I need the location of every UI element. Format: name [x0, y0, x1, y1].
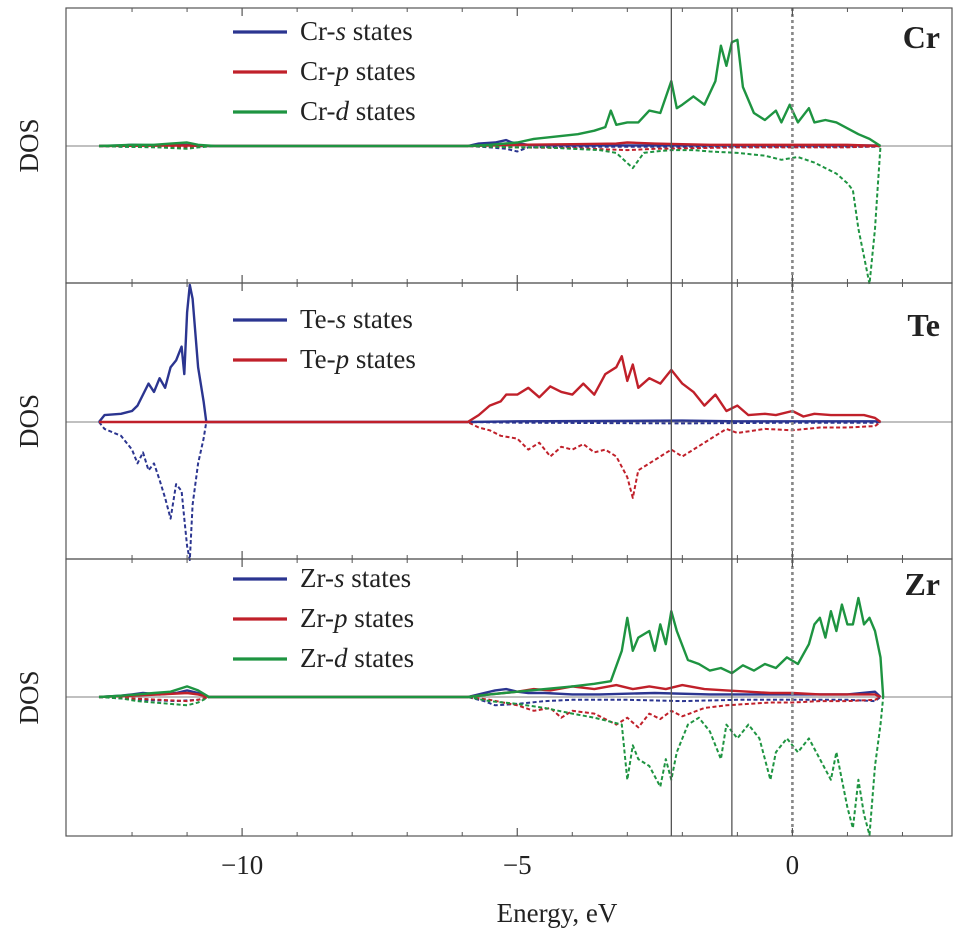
legends: Cr-s states Cr-p states Cr-d states Te-s st…: [233, 16, 416, 673]
legend-te: Te-s states Te-p states: [233, 304, 416, 374]
series-zr-d-spin-up-line: [98, 596, 885, 699]
element-label-te: Te: [907, 307, 940, 343]
element-label-zr: Zr: [904, 566, 940, 602]
legend-entry-cr-p: Cr-p states: [300, 56, 416, 86]
series-zr-p-spin-down-line: [98, 696, 881, 729]
panel-frame-zr: [65, 558, 953, 837]
series-zr-p-spin-up-line: [98, 683, 882, 699]
panels-layer: DOS Cr DOS Te DOS Zr: [14, 19, 952, 836]
x-tick-label: 0: [786, 850, 800, 880]
x-axis-label: Energy, eV: [497, 898, 618, 928]
x-axis: −10 −5 0: [131, 8, 903, 880]
series-te-p-spin-up-line: [99, 355, 882, 424]
y-axis-label-cr: DOS: [14, 118, 44, 172]
panel-cr: DOS Cr: [14, 19, 952, 285]
series-zr-d-spin-down-line: [98, 696, 885, 836]
x-tick-label: −5: [503, 850, 532, 880]
series-cr-d-spin-up-line: [98, 38, 882, 148]
legend-entry-te-s: Te-s states: [300, 304, 413, 334]
x-tick-label: −10: [221, 850, 263, 880]
reference-lines: [670, 8, 794, 836]
series-te-p-spin-down-line: [99, 421, 882, 499]
legend-entry-cr-d: Cr-d states: [300, 96, 416, 126]
legend-entry-zr-s: Zr-s states: [300, 563, 411, 593]
panel-zr: DOS Zr: [14, 566, 952, 836]
series-te-s-spin-down-line: [98, 421, 881, 561]
legend-zr: Zr-s states Zr-p states Zr-d states: [233, 563, 414, 673]
y-axis-label-zr: DOS: [14, 670, 44, 724]
legend-entry-te-p: Te-p states: [300, 344, 416, 374]
legend-entry-zr-p: Zr-p states: [300, 603, 414, 633]
legend-cr: Cr-s states Cr-p states Cr-d states: [233, 16, 416, 126]
panel-te: DOS Te: [14, 283, 952, 561]
series-cr-d-spin-down-line: [98, 145, 882, 285]
legend-entry-cr-s: Cr-s states: [300, 16, 413, 46]
series-te-s-spin-up-line: [98, 283, 881, 424]
element-label-cr: Cr: [903, 19, 940, 55]
legend-entry-zr-d: Zr-d states: [300, 643, 414, 673]
y-axis-label-te: DOS: [14, 394, 44, 448]
frame-layer: [65, 7, 953, 837]
